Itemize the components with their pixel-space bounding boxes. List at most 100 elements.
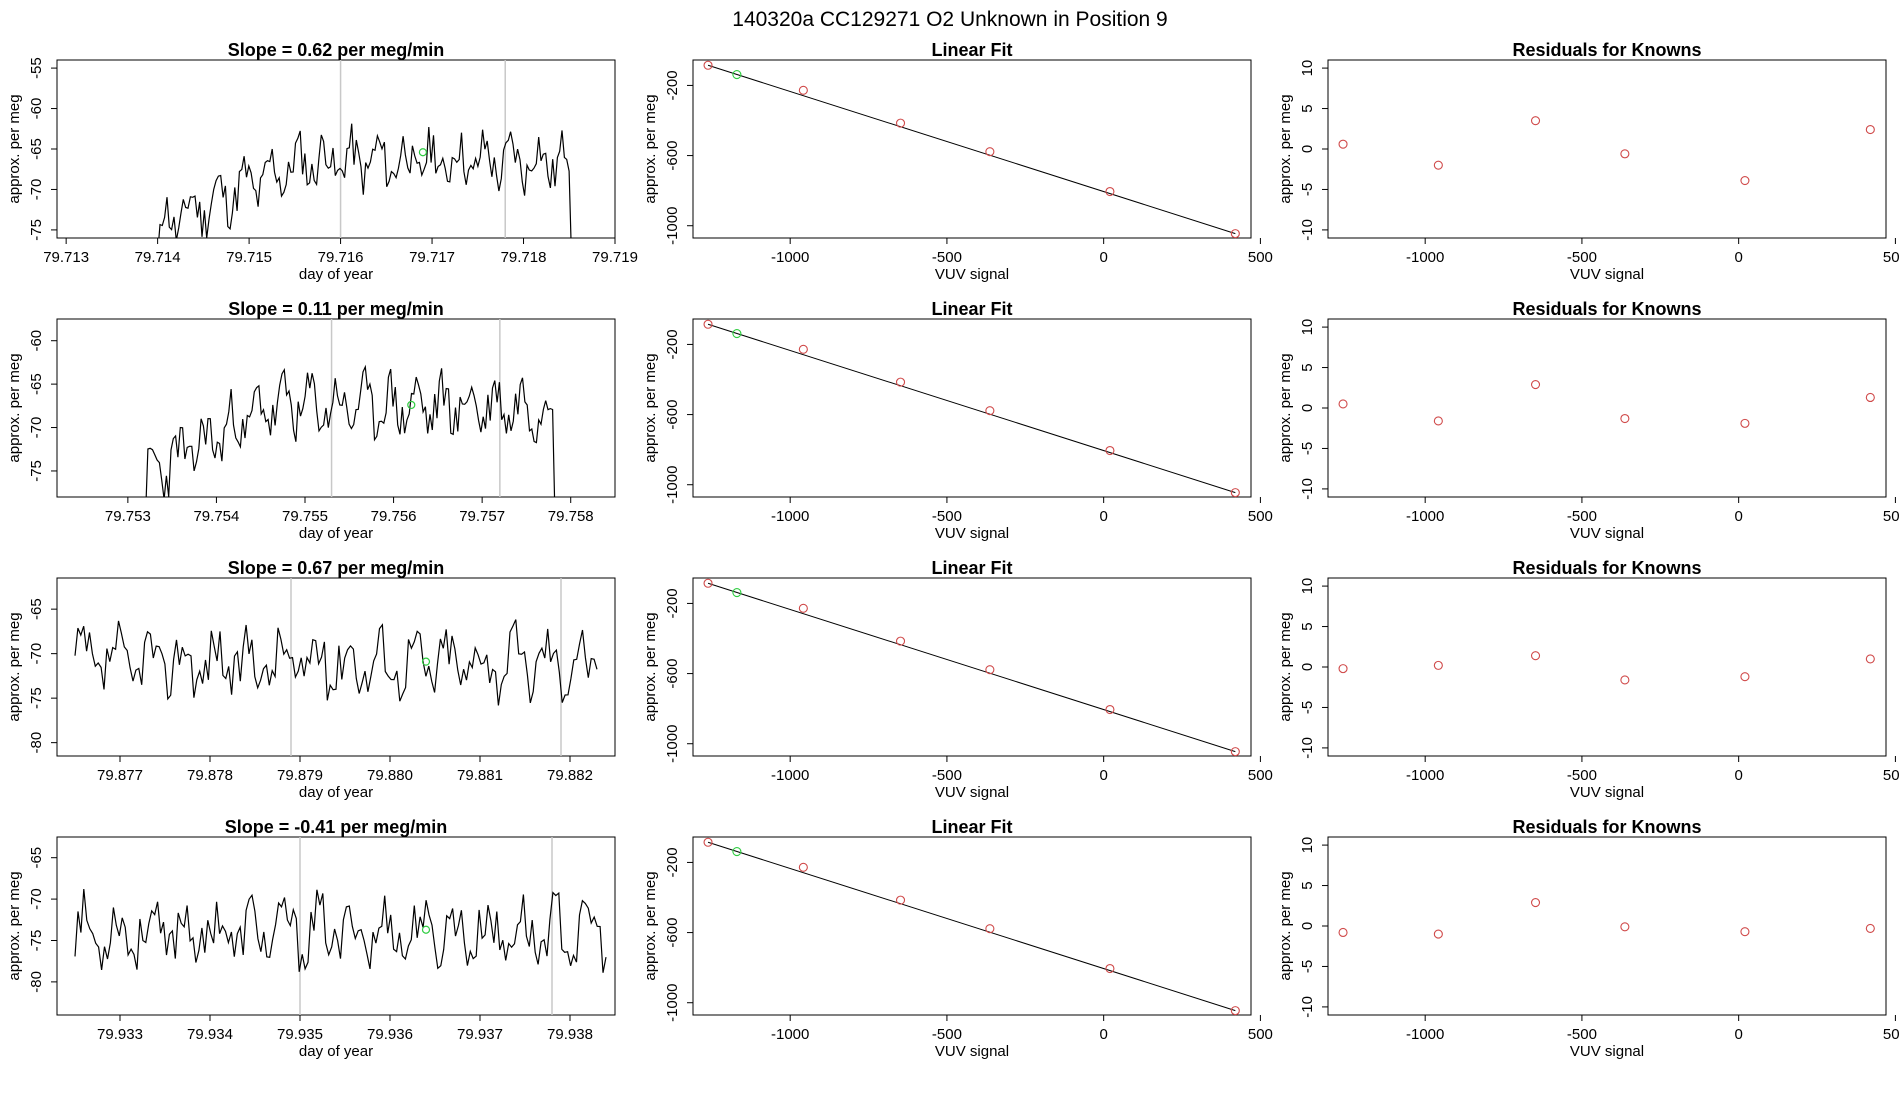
- row4-resid-ytick-label: -5: [1299, 960, 1316, 973]
- row4-time-xlabel: day of year: [299, 1043, 373, 1060]
- row3-resid-xtick-label: -1000: [1406, 767, 1444, 784]
- row2-time-xtick-label: 79.755: [282, 508, 328, 525]
- row3-fit-xtick-label: 0: [1099, 767, 1107, 784]
- row2-resid-xtick-label: 500: [1883, 508, 1900, 525]
- row3-time-panel: Slope = 0.67 per meg/min 79.877 79.878 79.8…: [6, 558, 616, 801]
- row1-time-xtick-label: 79.717: [409, 249, 455, 266]
- row1-time-xtick-label: 79.716: [318, 249, 364, 266]
- row2-fit-ytick-label: -600: [664, 400, 681, 430]
- row2-resid-xtick-label: -500: [1567, 508, 1597, 525]
- row1-resid-ytick-label: 5: [1299, 104, 1316, 112]
- row3-fit-title: Linear Fit: [931, 558, 1012, 578]
- row3-resid-panel: Residuals for Knowns -1000 -500 0 500 10 5 0 -5 -…: [1277, 558, 1900, 801]
- row2-time-xtick-label: 79.753: [105, 508, 151, 525]
- row2-fit-fit-line: [707, 323, 1236, 494]
- row3-resid-frame: [1327, 577, 1887, 757]
- row3-time-ytick-label: -65: [28, 598, 45, 620]
- row1-fit-ytick-label: -200: [664, 70, 681, 100]
- row1-resid-ytick-label: 0: [1299, 145, 1316, 153]
- row2-fit-frame: [692, 318, 1252, 498]
- row1-time-xtick-label: 79.714: [135, 249, 181, 266]
- row1-time-ytick-label: -75: [28, 219, 45, 241]
- row2-fit-xtick-label: -500: [932, 508, 962, 525]
- row3-time-ytick-label: -75: [28, 687, 45, 709]
- row2-resid-panel: Residuals for Knowns -1000 -500 0 500 10 5 0 -5 -…: [1277, 299, 1900, 542]
- row1-fit-ytick-label: -600: [664, 141, 681, 171]
- row2-resid-residual-point: [1865, 392, 1875, 403]
- row4-fit-xtick-label: -500: [932, 1026, 962, 1043]
- row3-fit-known-point: [895, 636, 906, 646]
- row4-fit-ytick-label: -600: [664, 918, 681, 948]
- row4-time-ytick-label: -65: [28, 847, 45, 869]
- row4-resid-ytick-label: 0: [1299, 922, 1316, 930]
- row3-resid-ytick-label: 5: [1299, 622, 1316, 630]
- row2-fit-title: Linear Fit: [931, 299, 1012, 319]
- row1-time-unknown-point: [418, 148, 428, 157]
- row2-fit-xlabel: VUV signal: [935, 525, 1009, 542]
- row4-resid-title: Residuals for Knowns: [1512, 817, 1701, 837]
- row4-resid-xtick-label: 0: [1734, 1026, 1742, 1043]
- row3-time-xtick-label: 79.877: [97, 767, 143, 784]
- row4-fit-ylabel: approx. per meg: [642, 871, 659, 980]
- row1-resid-frame: [1327, 59, 1887, 239]
- row1-fit-xlabel: VUV signal: [935, 266, 1009, 283]
- row3-time-xtick-label: 79.880: [367, 767, 413, 784]
- row4-fit-xlabel: VUV signal: [935, 1043, 1009, 1060]
- row2-resid-ytick-label: 0: [1299, 404, 1316, 412]
- row3-time-xtick-label: 79.881: [457, 767, 503, 784]
- row2-resid-residual-point: [1620, 413, 1630, 424]
- row2-fit-known-point: [1230, 488, 1240, 498]
- row4-resid-residual-point: [1530, 897, 1541, 908]
- row1-time-xtick-label: 79.715: [226, 249, 272, 266]
- row2-fit-ylabel: approx. per meg: [642, 353, 659, 462]
- row4-time-xtick-label: 79.937: [457, 1026, 503, 1043]
- row2-resid-residual-point: [1433, 416, 1443, 426]
- row4-time-xtick-label: 79.933: [97, 1026, 143, 1043]
- row4-time-xtick-label: 79.934: [187, 1026, 233, 1043]
- row3-resid-residual-point: [1530, 651, 1541, 661]
- row1-fit-known-point: [985, 147, 995, 157]
- row4-resid-xtick-label: -1000: [1406, 1026, 1444, 1043]
- row1-time-title: Slope = 0.62 per meg/min: [228, 40, 445, 60]
- row4-time-panel: Slope = -0.41 per meg/min 79.933 79.934 79.…: [6, 817, 616, 1060]
- row2-resid-frame: [1327, 318, 1887, 498]
- row1-fit-frame: [692, 59, 1252, 239]
- row4-fit-known-point: [1105, 963, 1115, 974]
- row2-resid-ytick-label: 10: [1299, 319, 1316, 336]
- row1-resid-ytick-label: -5: [1299, 183, 1316, 196]
- row4-fit-known-point: [703, 837, 713, 847]
- row3-resid-ytick-label: -5: [1299, 701, 1316, 714]
- row1-time-ytick-label: -70: [28, 179, 45, 201]
- row1-fit-xtick-label: 500: [1248, 249, 1273, 266]
- row2-time-ytick-label: -60: [28, 330, 45, 352]
- row4-time-ytick-label: -75: [28, 930, 45, 952]
- row2-resid-ylabel: approx. per meg: [1277, 353, 1294, 462]
- row2-resid-xlabel: VUV signal: [1570, 525, 1644, 542]
- row2-time-xtick-label: 79.754: [193, 508, 239, 525]
- row1-resid-residual-point: [1433, 160, 1443, 170]
- row2-time-xlabel: day of year: [299, 525, 373, 542]
- row3-fit-xtick-label: -1000: [771, 767, 809, 784]
- row4-resid-xtick-label: 500: [1883, 1026, 1900, 1043]
- row3-fit-fit-line: [707, 582, 1236, 753]
- row1-fit-unknown-point: [732, 70, 742, 80]
- row2-time-ylabel: approx. per meg: [6, 353, 23, 462]
- row2-time-ytick-label: -65: [28, 373, 45, 395]
- row1-fit-known-point: [703, 60, 713, 70]
- row1-fit-known-point: [895, 118, 906, 128]
- row1-time-ytick-label: -60: [28, 98, 45, 120]
- row2-resid-residual-point: [1338, 399, 1348, 409]
- row1-resid-xtick-label: -500: [1567, 249, 1597, 266]
- row1-resid-residual-point: [1338, 139, 1348, 149]
- row3-fit-known-point: [985, 665, 995, 675]
- row3-fit-known-point: [1230, 747, 1240, 757]
- row1-time-trace: [158, 123, 572, 238]
- row4-time-trace: [74, 888, 607, 973]
- row4-time-unknown-point: [421, 925, 431, 934]
- row4-time-frame: [56, 836, 616, 1016]
- row4-fit-fit-line: [707, 841, 1236, 1012]
- row2-resid-xtick-label: -1000: [1406, 508, 1444, 525]
- row2-time-ytick-label: -75: [28, 460, 45, 482]
- row1-resid-xtick-label: -1000: [1406, 249, 1444, 266]
